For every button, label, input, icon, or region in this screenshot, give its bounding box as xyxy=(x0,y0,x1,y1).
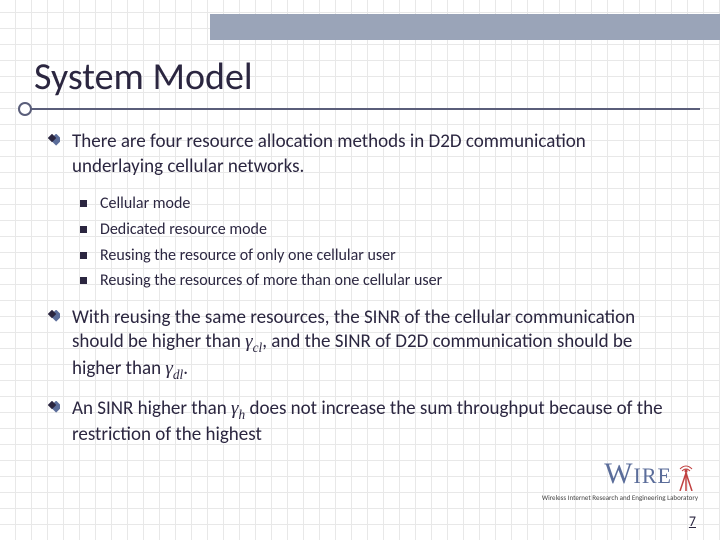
gamma-symbol: γ xyxy=(231,398,239,419)
diamond-bullet-icon xyxy=(48,401,60,413)
bullet-2: With reusing the same resources, the SIN… xyxy=(72,306,680,383)
square-bullet-icon xyxy=(80,277,87,284)
sub-bullet-3: Reusing the resource of only one cellula… xyxy=(100,245,680,267)
square-bullet-icon xyxy=(80,200,87,207)
sub-bullet-4: Reusing the resources of more than one c… xyxy=(100,270,680,292)
gamma-symbol: γ xyxy=(165,358,173,379)
diamond-bullet-icon xyxy=(48,310,60,322)
content-area: There are four resource allocation metho… xyxy=(72,130,680,461)
slide-title: System Model xyxy=(34,54,253,100)
antenna-icon xyxy=(674,461,698,491)
sub-bullet-1: Cellular mode xyxy=(100,193,680,215)
logo-rest: IRE xyxy=(634,463,672,488)
bullet-3: An SINR higher than γh does not increase… xyxy=(72,397,680,448)
square-bullet-icon xyxy=(80,226,87,233)
gamma-symbol: γ xyxy=(245,331,253,352)
header-bar xyxy=(210,14,720,40)
title-underline xyxy=(24,108,700,110)
gamma-sub-cl: cl xyxy=(253,340,263,355)
logo-text: WIRE xyxy=(604,457,672,491)
sub-bullet-4-text: Reusing the resources of more than one c… xyxy=(100,271,442,290)
sub-bullet-2: Dedicated resource mode xyxy=(100,219,680,241)
square-bullet-icon xyxy=(80,252,87,259)
gamma-sub-dl: dl xyxy=(173,366,183,381)
bullet-1: There are four resource allocation metho… xyxy=(72,130,680,179)
sub-bullet-3-text: Reusing the resource of only one cellula… xyxy=(100,246,396,265)
page-number: 7 xyxy=(689,513,696,530)
bullet-3-text-a: An SINR higher than xyxy=(72,397,231,420)
title-underline-dot xyxy=(18,102,32,116)
diamond-bullet-icon xyxy=(48,134,60,146)
sub-bullet-2-text: Dedicated resource mode xyxy=(100,220,267,239)
bullet-1-text: There are four resource allocation metho… xyxy=(72,130,586,178)
bullet-2-text-c: . xyxy=(183,357,188,380)
sub-bullet-1-text: Cellular mode xyxy=(100,194,190,213)
sub-bullet-list: Cellular mode Dedicated resource mode Re… xyxy=(100,193,680,291)
lab-text: Wireless Internet Research and Engineeri… xyxy=(542,493,698,502)
footer-logo: WIRE Wireless Internet Research and Engi… xyxy=(542,457,698,502)
